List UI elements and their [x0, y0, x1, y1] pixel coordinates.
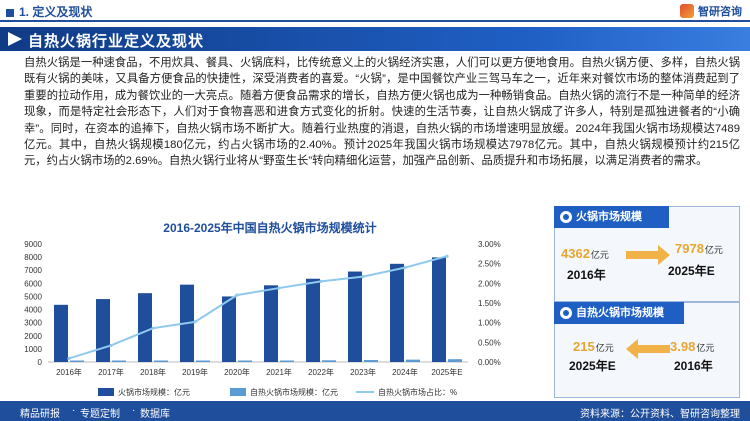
x-tick-label: 2025年E [431, 367, 462, 377]
x-tick-label: 2018年 [140, 367, 166, 377]
point-self-heating-share [361, 275, 365, 279]
arrow-left-icon [626, 339, 670, 359]
point-self-heating-share [235, 293, 239, 297]
panel-heading-icon [560, 211, 572, 223]
bar-hotpot-market [390, 263, 404, 362]
legend-label: 自热火锅市场占比：% [378, 387, 457, 397]
panel-from-value: 215亿元 [573, 339, 614, 354]
x-tick-label: 2021年 [266, 367, 292, 377]
brand-logo-icon [680, 4, 694, 18]
y-right-tick-label: 1.50% [478, 299, 501, 308]
panel-to-year: 2025年E [668, 264, 715, 278]
y-left-tick-label: 3000 [24, 319, 42, 328]
legend-label: 自热火锅市场规模：亿元 [250, 387, 338, 397]
footer-link-reports[interactable]: 精品研报 [20, 409, 60, 420]
title-bar: 自热火锅行业定义及现状 [0, 27, 750, 51]
bar-hotpot-market [264, 285, 278, 362]
point-self-heating-share [403, 266, 407, 270]
self-heating-market-panel: 自热火锅市场规模 215亿元 2025年E 3.98亿元 2016年 [554, 302, 740, 398]
panel-from-value: 4362亿元 [561, 246, 609, 261]
footer-separator: · [72, 405, 76, 416]
point-self-heating-share [151, 326, 155, 330]
legend-swatch [98, 388, 114, 396]
legend-label: 火锅市场规模：亿元 [118, 387, 190, 397]
panel-heading-icon [560, 307, 572, 319]
y-right-tick-label: 0.00% [478, 358, 501, 367]
y-right-tick-label: 1.00% [478, 319, 501, 328]
brand-name: 智研咨询 [698, 6, 742, 18]
point-self-heating-share [319, 279, 323, 283]
y-right-tick-label: 2.00% [478, 279, 501, 288]
panel-from-year: 2025年E [569, 359, 616, 373]
page-title: 自热火锅行业定义及现状 [28, 33, 205, 50]
bar-self-heating-market [280, 360, 294, 362]
y-right-tick-label: 3.00% [478, 240, 501, 249]
y-left-tick-label: 9000 [24, 240, 42, 249]
chart-title: 2016-2025年中国自热火锅市场规模统计 [163, 221, 377, 235]
y-left-tick-label: 5000 [24, 292, 42, 301]
bar-self-heating-market [196, 360, 210, 362]
x-tick-label: 2020年 [224, 367, 250, 377]
point-self-heating-share [109, 343, 113, 348]
bar-self-heating-market [112, 360, 126, 362]
bar-self-heating-market [322, 360, 336, 362]
panel-from-year: 2016年 [567, 268, 606, 282]
point-self-heating-share [67, 356, 71, 361]
x-tick-label: 2022年 [308, 367, 334, 377]
y-left-tick-label: 4000 [24, 306, 42, 315]
bar-hotpot-market [96, 299, 110, 362]
x-tick-label: 2017年 [98, 367, 124, 377]
top-bar: 1. 定义及现状 智研咨询 [0, 0, 750, 22]
section-bullet-icon [6, 8, 14, 17]
bar-hotpot-market [348, 271, 362, 362]
title-arrow-icon [8, 32, 22, 46]
bar-self-heating-market [238, 360, 252, 362]
footer-link-custom[interactable]: 专题定制 [80, 409, 120, 420]
point-self-heating-share [445, 254, 449, 258]
panel-to-year: 2016年 [674, 359, 713, 373]
y-left-tick-label: 7000 [24, 266, 42, 275]
bar-hotpot-market [138, 293, 152, 362]
point-self-heating-share [193, 320, 197, 324]
panel-heading: 自热火锅市场规模 [554, 302, 684, 324]
bar-self-heating-market [448, 359, 462, 362]
section-label: 1. 定义及现状 [6, 3, 92, 20]
x-tick-label: 2016年 [56, 367, 82, 377]
arrow-right-icon [626, 245, 670, 265]
y-left-tick-label: 8000 [24, 253, 42, 262]
x-tick-label: 2024年 [392, 367, 418, 377]
y-left-tick-label: 1000 [24, 345, 42, 354]
bar-self-heating-market [154, 360, 168, 362]
hotpot-market-panel: 火锅市场规模 4362亿元 2016年 7978亿元 2025年E [554, 206, 740, 302]
x-tick-label: 2023年 [350, 367, 376, 377]
bar-hotpot-market [306, 278, 320, 362]
panel-to-value: 7978亿元 [675, 241, 723, 256]
panel-heading: 火锅市场规模 [554, 206, 669, 228]
line-self-heating-share [68, 255, 448, 360]
panel-to-value: 3.98亿元 [670, 339, 715, 354]
bar-hotpot-market [54, 304, 68, 362]
y-right-tick-label: 0.50% [478, 338, 501, 347]
bar-self-heating-market [364, 360, 378, 362]
point-self-heating-share [277, 286, 281, 290]
data-source: 资料来源：公开资料、智研咨询整理 [580, 409, 740, 420]
bar-hotpot-market [432, 257, 446, 362]
x-tick-label: 2019年 [182, 367, 208, 377]
bar-self-heating-market [70, 360, 84, 362]
y-right-tick-label: 2.50% [478, 260, 501, 269]
footer-link-database[interactable]: 数据库 [140, 409, 170, 420]
footer-separator: · [132, 405, 136, 416]
market-size-chart: 0 1000 2000 3000 4000 5000 6000 7000 8000 9000 0.0… [24, 240, 501, 397]
legend-swatch [230, 388, 246, 396]
y-left-tick-label: 2000 [24, 332, 42, 341]
y-left-tick-label: 6000 [24, 279, 42, 288]
brand[interactable]: 智研咨询 [680, 3, 742, 19]
body-paragraph: 自热火锅是一种速食品，不用炊具、餐具、火锅底料，比传统意义上的火锅经济实惠，人们… [24, 57, 740, 168]
bar-self-heating-market [406, 359, 420, 362]
bar-hotpot-market [222, 296, 236, 362]
section-text: 1. 定义及现状 [19, 5, 93, 19]
y-left-tick-label: 0 [38, 358, 43, 367]
footer: 精品研报 · 专题定制 · 数据库 资料来源：公开资料、智研咨询整理 [0, 401, 750, 421]
